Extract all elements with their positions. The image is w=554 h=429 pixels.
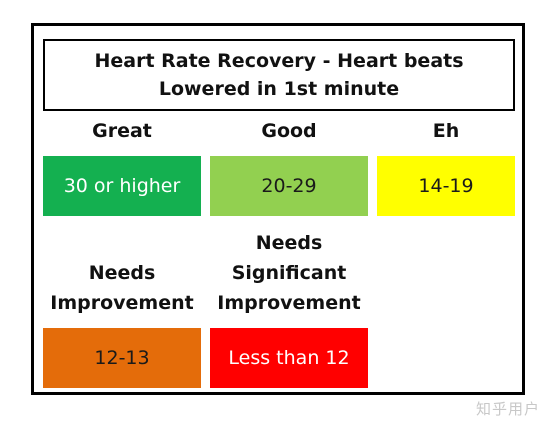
label-needs-significant-improvement: Needs Significant Improvement: [217, 232, 361, 314]
watermark: 知乎用户: [475, 400, 540, 418]
range-box-eh: 14-19: [377, 156, 515, 216]
range-box-good: 20-29: [210, 156, 368, 216]
label-eh: Eh: [432, 120, 460, 142]
title-box: Heart Rate Recovery - Heart beats Lowere…: [43, 39, 515, 111]
range-box-needs-significant-improvement: Less than 12: [210, 328, 368, 388]
page-title: Heart Rate Recovery - Heart beats Lowere…: [94, 50, 464, 100]
range-box-needs-improvement: 12-13: [43, 328, 201, 388]
label-good: Good: [261, 120, 317, 142]
range-box-great: 30 or higher: [43, 156, 201, 216]
label-needs-improvement: Needs Improvement: [50, 262, 194, 314]
label-great: Great: [92, 120, 152, 142]
